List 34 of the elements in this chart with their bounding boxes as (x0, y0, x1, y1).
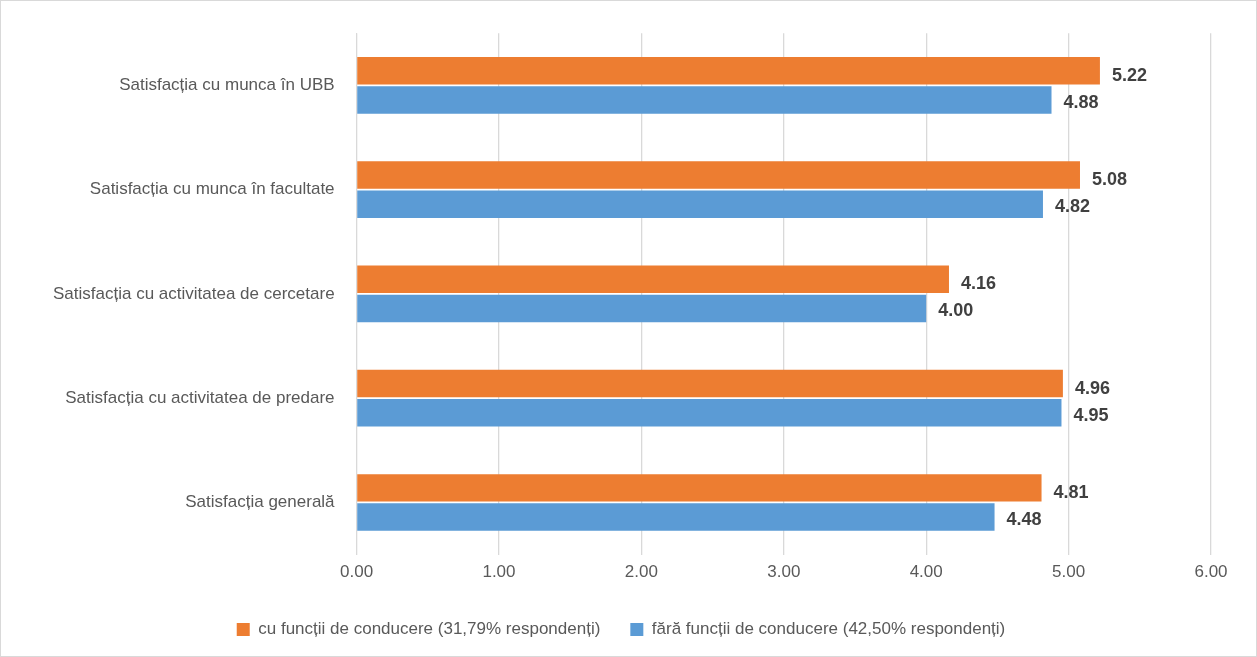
bar (357, 294, 927, 323)
y-tick-label: Satisfacția generală (185, 492, 336, 512)
data-label: 4.88 (1063, 91, 1099, 112)
data-label: 5.22 (1111, 64, 1147, 85)
x-tick-label: 3.00 (767, 562, 801, 582)
x-tick-label: 6.00 (1194, 562, 1228, 582)
bar (357, 369, 1063, 398)
bar (357, 57, 1100, 85)
bar (357, 86, 1052, 114)
data-label: 4.95 (1073, 404, 1109, 425)
x-tick-label: 4.00 (909, 562, 943, 582)
x-tick-label: 5.00 (1052, 562, 1086, 582)
legend-label: fără funcții de conducere (42,50% respondenți) (651, 619, 1006, 639)
y-tick-label: Satisfacția cu activitatea de predare (65, 387, 335, 407)
bar (357, 190, 1043, 218)
y-tick-label: Satisfacția cu munca în UBB (119, 75, 335, 95)
x-tick-label: 1.00 (482, 562, 516, 582)
y-tick-label: Satisfacția cu activitatea de cercetare (52, 283, 335, 303)
bar (357, 265, 949, 294)
data-label: 4.96 (1074, 377, 1110, 398)
y-tick-label: Satisfacția cu munca în facultate (89, 179, 335, 199)
bar (357, 474, 1042, 502)
data-label: 4.48 (1006, 509, 1042, 530)
x-tick-label: 2.00 (624, 562, 658, 582)
bar (357, 503, 995, 531)
bar (357, 161, 1080, 189)
data-label: 4.00 (938, 300, 974, 321)
x-tick-label: 0.00 (340, 562, 374, 582)
data-label: 5.08 (1091, 168, 1128, 189)
data-label: 4.81 (1053, 481, 1089, 502)
data-label: 4.82 (1054, 196, 1091, 217)
legend-label: cu funcții de conducere (31,79% respondenți) (258, 619, 601, 639)
bar (357, 399, 1062, 427)
data-label: 4.16 (960, 273, 997, 294)
